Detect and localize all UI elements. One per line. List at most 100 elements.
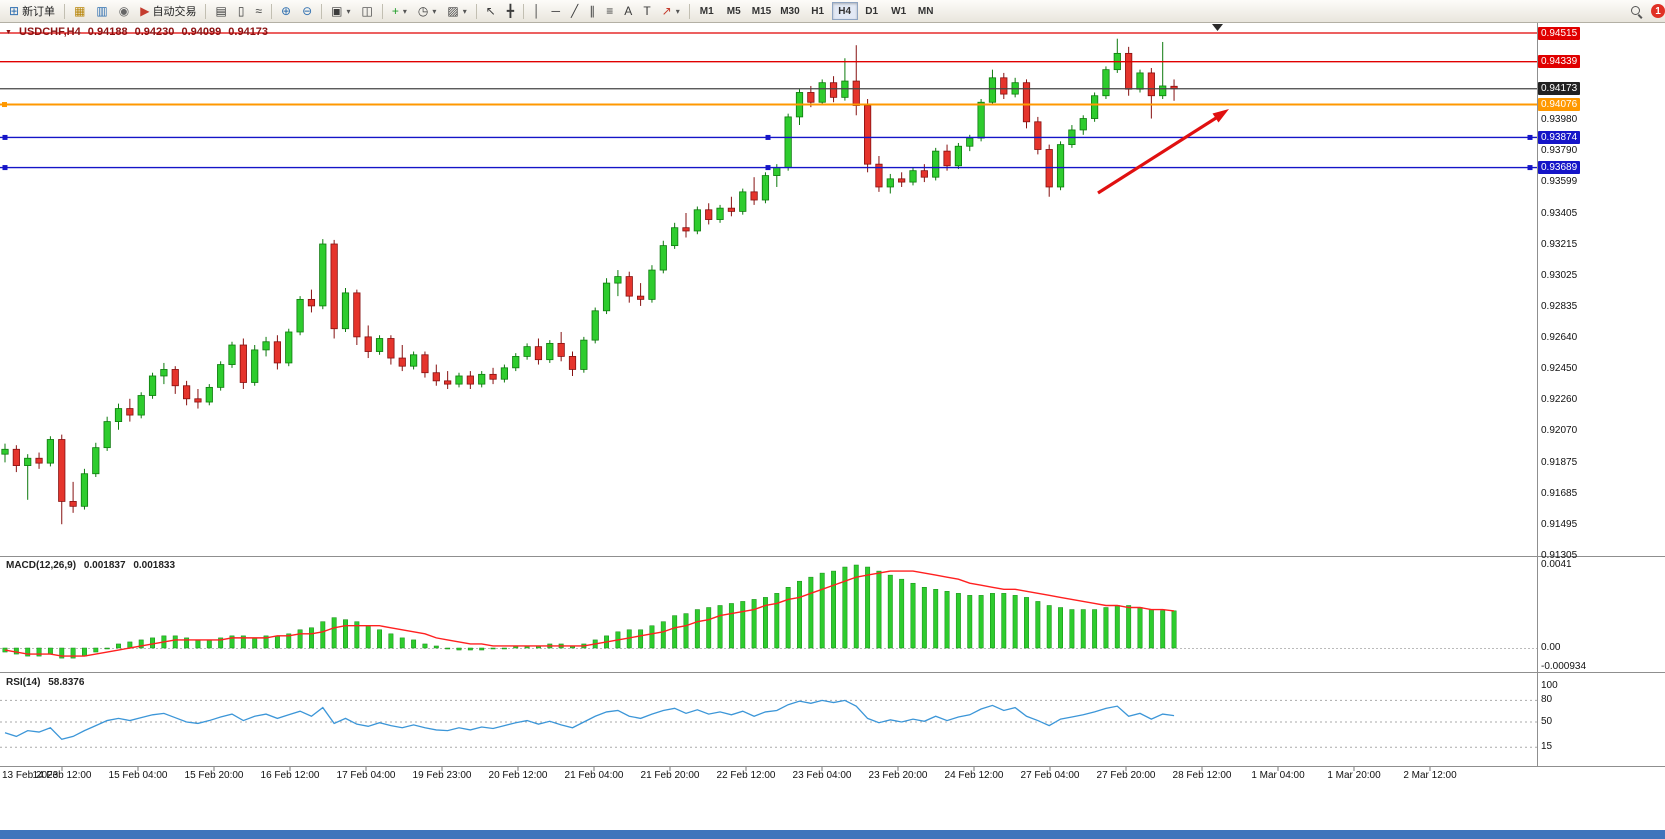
macd-bar — [422, 643, 428, 649]
timeframe-button-m30[interactable]: M30 — [776, 2, 803, 20]
bear-candle — [12, 448, 20, 466]
text-label-icon: T — [643, 4, 651, 18]
candlesticks-layer — [1, 38, 1178, 525]
macd-bar — [1126, 605, 1132, 649]
tile-windows-button[interactable]: ◫ — [357, 2, 378, 21]
toolbar-separator — [475, 3, 477, 19]
macd-bar — [990, 593, 995, 649]
line-handle[interactable] — [765, 134, 771, 140]
line-handle[interactable] — [2, 165, 8, 171]
toolbar-separator — [205, 3, 207, 19]
trendline-tool-button[interactable]: ╱ — [566, 2, 583, 21]
bull-candle — [114, 408, 123, 422]
bull-candle — [1079, 118, 1087, 131]
macd-bar — [797, 580, 802, 649]
macd-bar — [774, 593, 780, 649]
bear-candle — [307, 298, 316, 307]
macd-bar — [717, 605, 723, 649]
text-tool-button[interactable]: A — [619, 2, 637, 21]
toolbar-separator — [523, 3, 525, 19]
dropdown-arrow-icon: ▾ — [675, 6, 680, 16]
bull-candle — [205, 386, 213, 403]
cursor-tool-button[interactable]: ↖ — [481, 2, 501, 21]
timeframe-button-d1[interactable]: D1 — [859, 2, 885, 20]
bear-candle — [330, 243, 338, 330]
bull-candle — [693, 209, 701, 232]
indicators-button[interactable]: + ▾ — [387, 2, 412, 21]
line-handle[interactable] — [2, 102, 7, 108]
macd-bar — [331, 617, 337, 649]
horizontal-line-tool-button[interactable]: ─ — [547, 2, 566, 21]
market-watch-button[interactable]: ▥ — [91, 2, 112, 21]
bull-candle — [761, 175, 770, 201]
auto-trading-button[interactable]: ▶ 自动交易 — [135, 2, 201, 21]
channel-icon: ∥ — [589, 4, 596, 18]
bear-candle — [182, 385, 191, 400]
timeframe-button-m15[interactable]: M15 — [748, 2, 775, 20]
bar-chart-icon: ▤ — [215, 4, 227, 18]
search-icon[interactable] — [1630, 5, 1643, 18]
text-label-tool-button[interactable]: T — [638, 2, 655, 21]
timeframe-button-m1[interactable]: M1 — [694, 2, 720, 20]
bear-candle — [727, 207, 736, 212]
new-order-label: 新订单 — [22, 6, 56, 18]
macd-bar — [842, 566, 848, 649]
notification-badge[interactable]: 1 — [1651, 4, 1665, 18]
line-handle[interactable] — [1527, 165, 1533, 171]
bear-candle — [557, 342, 565, 357]
trend-arrow-shaft[interactable] — [1097, 116, 1217, 195]
line-handle[interactable] — [765, 165, 771, 171]
macd-bar — [399, 637, 405, 649]
line-handle[interactable] — [1527, 134, 1533, 140]
timeframe-button-w1[interactable]: W1 — [886, 2, 912, 20]
bull-candle — [341, 292, 350, 330]
channel-tool-button[interactable]: ∥ — [584, 2, 600, 21]
bull-candle — [671, 227, 679, 247]
periods-button[interactable]: ◷ ▾ — [413, 2, 442, 21]
vertical-line-icon: │ — [533, 4, 541, 18]
macd-bar — [978, 595, 984, 649]
bull-candle — [285, 331, 293, 364]
macd-bar — [910, 582, 916, 649]
fibonacci-tool-button[interactable]: ≡ — [601, 2, 618, 21]
charts-profile-icon: ▦ — [74, 4, 86, 18]
templates-button[interactable]: ▨ ▾ — [442, 2, 471, 21]
bull-candle — [988, 77, 997, 103]
taskbar-strip — [0, 830, 1665, 839]
bear-candle — [807, 92, 815, 103]
timeframe-button-m5[interactable]: M5 — [721, 2, 747, 20]
crosshair-tool-button[interactable]: ╋ — [502, 2, 519, 21]
bull-candle — [602, 282, 611, 312]
new-order-button[interactable]: ⊞ 新订单 — [4, 2, 60, 21]
zoom-out-button[interactable]: ⊖ — [297, 2, 317, 21]
timeframe-button-h4[interactable]: H4 — [831, 2, 858, 20]
new-chart-button[interactable]: ▣ ▾ — [326, 2, 355, 21]
bear-candle — [1000, 77, 1008, 95]
macd-bar — [1103, 607, 1109, 649]
charts-profile-button[interactable]: ▦ — [69, 2, 90, 21]
indicators-plus-icon: + — [391, 4, 399, 18]
line-chart-icon: ≈ — [255, 4, 263, 18]
arrows-tool-button[interactable]: ↗ ▾ — [657, 2, 685, 21]
vertical-line-tool-button[interactable]: │ — [528, 2, 546, 21]
line-handle[interactable] — [2, 134, 8, 140]
macd-bar — [150, 637, 156, 649]
chart-shift-marker[interactable] — [1212, 24, 1223, 31]
bull-candle — [512, 356, 520, 369]
macd-bar — [479, 647, 485, 651]
zoom-in-button[interactable]: ⊕ — [276, 2, 296, 21]
navigator-button[interactable]: ◉ — [114, 2, 134, 21]
bar-chart-button[interactable]: ▤ — [210, 2, 231, 21]
line-chart-button[interactable]: ≈ — [250, 2, 267, 21]
macd-bar — [853, 564, 859, 649]
timeframe-button-mn[interactable]: MN — [913, 2, 939, 20]
timeframe-button-h1[interactable]: H1 — [805, 2, 831, 20]
candlestick-chart-button[interactable]: ▯ — [233, 2, 250, 21]
auto-trading-label: 自动交易 — [152, 6, 197, 18]
trend-arrow-head[interactable] — [1212, 109, 1230, 123]
bull-candle — [409, 354, 418, 367]
bull-candle — [500, 367, 509, 380]
macd-bar — [1046, 605, 1052, 649]
macd-bar — [683, 613, 689, 649]
